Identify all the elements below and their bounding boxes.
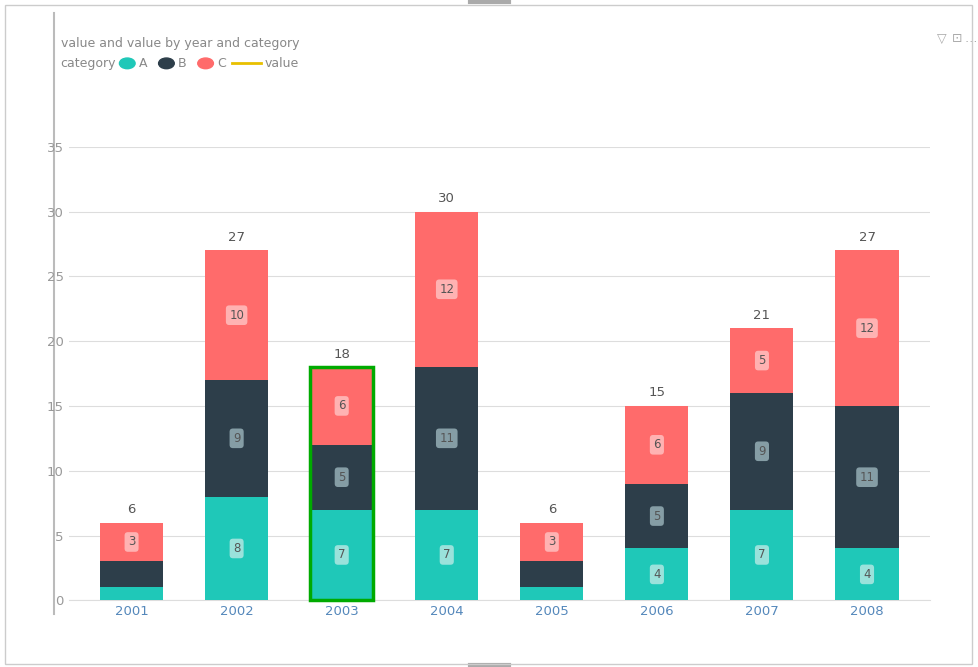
Bar: [100, 522, 163, 562]
Bar: [415, 211, 478, 367]
Bar: [834, 250, 898, 406]
Text: 11: 11: [859, 471, 873, 484]
Text: 10: 10: [229, 309, 244, 321]
Text: 7: 7: [757, 548, 765, 562]
Text: 5: 5: [758, 354, 765, 367]
Text: …: …: [964, 32, 976, 45]
Text: 9: 9: [233, 432, 241, 445]
Text: 3: 3: [128, 536, 135, 548]
Text: ▽: ▽: [936, 32, 946, 45]
Bar: [730, 328, 792, 393]
Text: C: C: [217, 57, 226, 70]
Bar: [205, 380, 268, 497]
Text: ⊡: ⊡: [952, 32, 961, 45]
Text: 27: 27: [858, 231, 874, 244]
Bar: [310, 367, 373, 445]
Text: 30: 30: [438, 192, 455, 205]
Text: 6: 6: [652, 438, 660, 452]
Text: 6: 6: [547, 503, 556, 516]
Bar: [519, 562, 583, 588]
Text: 18: 18: [333, 348, 350, 361]
Bar: [100, 562, 163, 588]
Text: 7: 7: [443, 548, 450, 562]
Bar: [730, 393, 792, 510]
Bar: [310, 445, 373, 510]
Text: 27: 27: [228, 231, 244, 244]
Text: A: A: [139, 57, 148, 70]
Bar: [625, 406, 688, 484]
Bar: [625, 484, 688, 548]
Text: 4: 4: [652, 568, 660, 581]
Bar: [730, 510, 792, 600]
Text: 4: 4: [863, 568, 869, 581]
Text: 15: 15: [647, 386, 665, 400]
Bar: [834, 548, 898, 600]
Bar: [519, 522, 583, 562]
Text: 21: 21: [753, 309, 770, 321]
Bar: [205, 497, 268, 600]
Bar: [519, 588, 583, 600]
Text: B: B: [178, 57, 187, 70]
Bar: [834, 406, 898, 548]
Text: category: category: [61, 57, 116, 70]
Text: 5: 5: [652, 510, 660, 522]
Text: value: value: [264, 57, 298, 70]
Text: 5: 5: [337, 471, 345, 484]
Bar: [415, 367, 478, 510]
Bar: [100, 588, 163, 600]
Text: 3: 3: [548, 536, 555, 548]
Text: 8: 8: [233, 542, 240, 555]
Bar: [415, 510, 478, 600]
Text: 6: 6: [337, 400, 345, 412]
Text: 9: 9: [757, 445, 765, 458]
Text: 7: 7: [337, 548, 345, 562]
Text: 6: 6: [127, 503, 136, 516]
Bar: [310, 510, 373, 600]
Text: 12: 12: [439, 283, 454, 295]
Text: 12: 12: [859, 321, 873, 335]
Text: value and value by year and category: value and value by year and category: [61, 37, 299, 49]
Text: 11: 11: [439, 432, 454, 445]
Bar: [625, 548, 688, 600]
Bar: [205, 250, 268, 380]
